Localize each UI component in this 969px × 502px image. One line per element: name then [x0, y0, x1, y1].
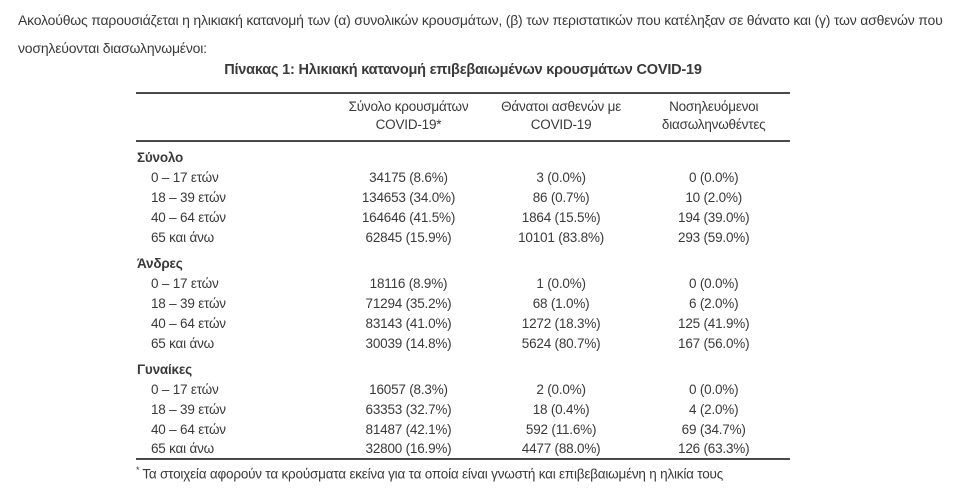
cases-value: 32800 (16.9%): [365, 441, 452, 456]
table-body: Σύνολο 0 – 17 ετών 34175 (8.6%) 3 (0.0%)…: [136, 141, 790, 459]
cases-value: 71294 (35.2%): [365, 295, 452, 311]
table-row: 40 – 64 ετών 83143 (41.0%) 1272 (18.3%) …: [136, 313, 790, 333]
col-header-line: Σύνολο κρουσμάτων: [348, 99, 469, 114]
covid-age-distribution-table: Σύνολο κρουσμάτων COVID-19* Θάνατοι ασθε…: [136, 92, 790, 460]
intubated-value: 10 (2.0%): [685, 189, 743, 205]
age-group-label: 40 – 64 ετών: [151, 421, 226, 437]
deaths-value: 2 (0.0%): [536, 381, 586, 397]
intubated-value: 0 (0.0%): [688, 381, 739, 397]
age-group-label: 0 – 17 ετών: [151, 275, 219, 291]
col-header-line: COVID-19: [530, 117, 592, 132]
cases-value: 30039 (14.8%): [365, 335, 452, 351]
col-header-line: COVID-19*: [375, 117, 442, 132]
section-label: Σύνολο: [137, 150, 184, 165]
header-row: Σύνολο κρουσμάτων COVID-19* Θάνατοι ασθε…: [136, 93, 790, 142]
table-row: 65 και άνω 32800 (16.9%) 4477 (88.0%) 12…: [136, 439, 790, 459]
intubated-value: 0 (0.0%): [688, 275, 739, 291]
section-label: Άνδρες: [137, 255, 183, 271]
age-group-label: 0 – 17 ετών: [151, 381, 219, 397]
intubated-value: 167 (56.0%): [678, 335, 750, 351]
table-row: 65 και άνω 30039 (14.8%) 5624 (80.7%) 16…: [136, 333, 790, 353]
age-group-label: 18 – 39 ετών: [151, 189, 226, 205]
age-group-label: 18 – 39 ετών: [151, 295, 226, 311]
col-header-line: διασωληνωθέντες: [661, 117, 766, 132]
intubated-value: 125 (41.9%): [678, 315, 750, 331]
deaths-value: 3 (0.0%): [536, 169, 586, 185]
col-header-intubated: Νοσηλευόμενοι διασωληνωθέντες: [637, 93, 790, 142]
age-group-label: 40 – 64 ετών: [151, 209, 226, 225]
section-row-men: Άνδρες: [136, 247, 790, 273]
table-footnote: * Τα στοιχεία αφορούν τα κρούσματα εκείνα…: [136, 465, 790, 482]
intubated-value: 126 (63.3%): [678, 441, 750, 456]
deaths-value: 1 (0.0%): [536, 275, 586, 291]
deaths-value: 592 (11.6%): [525, 421, 597, 437]
cases-value: 62845 (15.9%): [365, 229, 452, 245]
cases-value: 134653 (34.0%): [361, 189, 456, 205]
intubated-value: 69 (34.7%): [681, 421, 746, 437]
footnote-asterisk: *: [136, 465, 140, 475]
cases-value: 34175 (8.6%): [369, 169, 448, 185]
table-row: 0 – 17 ετών 34175 (8.6%) 3 (0.0%) 0 (0.0…: [136, 167, 790, 187]
deaths-value: 10101 (83.8%): [518, 229, 605, 245]
col-header-line: Νοσηλευόμενοι: [669, 99, 759, 114]
age-group-label: 65 και άνω: [151, 335, 215, 351]
table-row: 18 – 39 ετών 63353 (32.7%) 18 (0.4%) 4 (…: [136, 399, 790, 419]
age-group-label: 40 – 64 ετών: [151, 315, 226, 331]
deaths-value: 5624 (80.7%): [521, 335, 601, 351]
age-group-label: 65 και άνω: [151, 441, 215, 456]
deaths-value: 1864 (15.5%): [521, 209, 601, 225]
age-group-label: 0 – 17 ετών: [151, 169, 219, 185]
table-row: 0 – 17 ετών 18116 (8.9%) 1 (0.0%) 0 (0.0…: [136, 273, 790, 293]
table-row: 40 – 64 ετών 164646 (41.5%) 1864 (15.5%)…: [136, 207, 790, 227]
section-row-total: Σύνολο: [136, 141, 790, 167]
deaths-value: 4477 (88.0%): [521, 441, 601, 456]
table-row: 40 – 64 ετών 81487 (42.1%) 592 (11.6%) 6…: [136, 419, 790, 439]
intro-paragraph: Ακολούθως παρουσιάζεται η ηλικιακή καταν…: [18, 12, 943, 56]
deaths-value: 86 (0.7%): [532, 189, 590, 205]
footnote-text: Τα στοιχεία αφορούν τα κρούσματα εκείνα …: [142, 466, 724, 482]
table-row: 18 – 39 ετών 71294 (35.2%) 68 (1.0%) 6 (…: [136, 293, 790, 313]
intubated-value: 4 (2.0%): [688, 401, 739, 417]
intubated-value: 293 (59.0%): [678, 229, 750, 245]
age-group-label: 65 και άνω: [151, 229, 215, 245]
cases-value: 164646 (41.5%): [361, 209, 456, 225]
section-label: Γυναίκες: [137, 361, 192, 377]
col-header-total-cases: Σύνολο κρουσμάτων COVID-19*: [332, 93, 485, 142]
cases-value: 63353 (32.7%): [365, 401, 452, 417]
table-title: Πίνακας 1: Ηλικιακή κατανομή επιβεβαιωμέ…: [224, 62, 702, 78]
intubated-value: 194 (39.0%): [678, 209, 750, 225]
col-header-line: Θάνατοι ασθενών με: [501, 99, 622, 114]
deaths-value: 68 (1.0%): [532, 295, 590, 311]
empty-header-cell: [136, 93, 333, 142]
col-header-deaths: Θάνατοι ασθενών με COVID-19: [484, 93, 638, 142]
table-row: 65 και άνω 62845 (15.9%) 10101 (83.8%) 2…: [136, 227, 790, 247]
cases-value: 83143 (41.0%): [365, 315, 452, 331]
cases-value: 16057 (8.3%): [369, 381, 448, 397]
deaths-value: 18 (0.4%): [532, 401, 590, 417]
table-row: 0 – 17 ετών 16057 (8.3%) 2 (0.0%) 0 (0.0…: [136, 379, 790, 399]
section-row-women: Γυναίκες: [136, 353, 790, 379]
intubated-value: 0 (0.0%): [688, 169, 739, 185]
table-block: Πίνακας 1: Ηλικιακή κατανομή επιβεβαιωμέ…: [136, 62, 790, 482]
intubated-value: 6 (2.0%): [688, 295, 739, 311]
cases-value: 81487 (42.1%): [365, 421, 452, 437]
table-row: 18 – 39 ετών 134653 (34.0%) 86 (0.7%) 10…: [136, 187, 790, 207]
table-header: Σύνολο κρουσμάτων COVID-19* Θάνατοι ασθε…: [136, 93, 790, 142]
deaths-value: 1272 (18.3%): [521, 315, 601, 331]
cases-value: 18116 (8.9%): [369, 275, 448, 291]
age-group-label: 18 – 39 ετών: [151, 401, 226, 417]
